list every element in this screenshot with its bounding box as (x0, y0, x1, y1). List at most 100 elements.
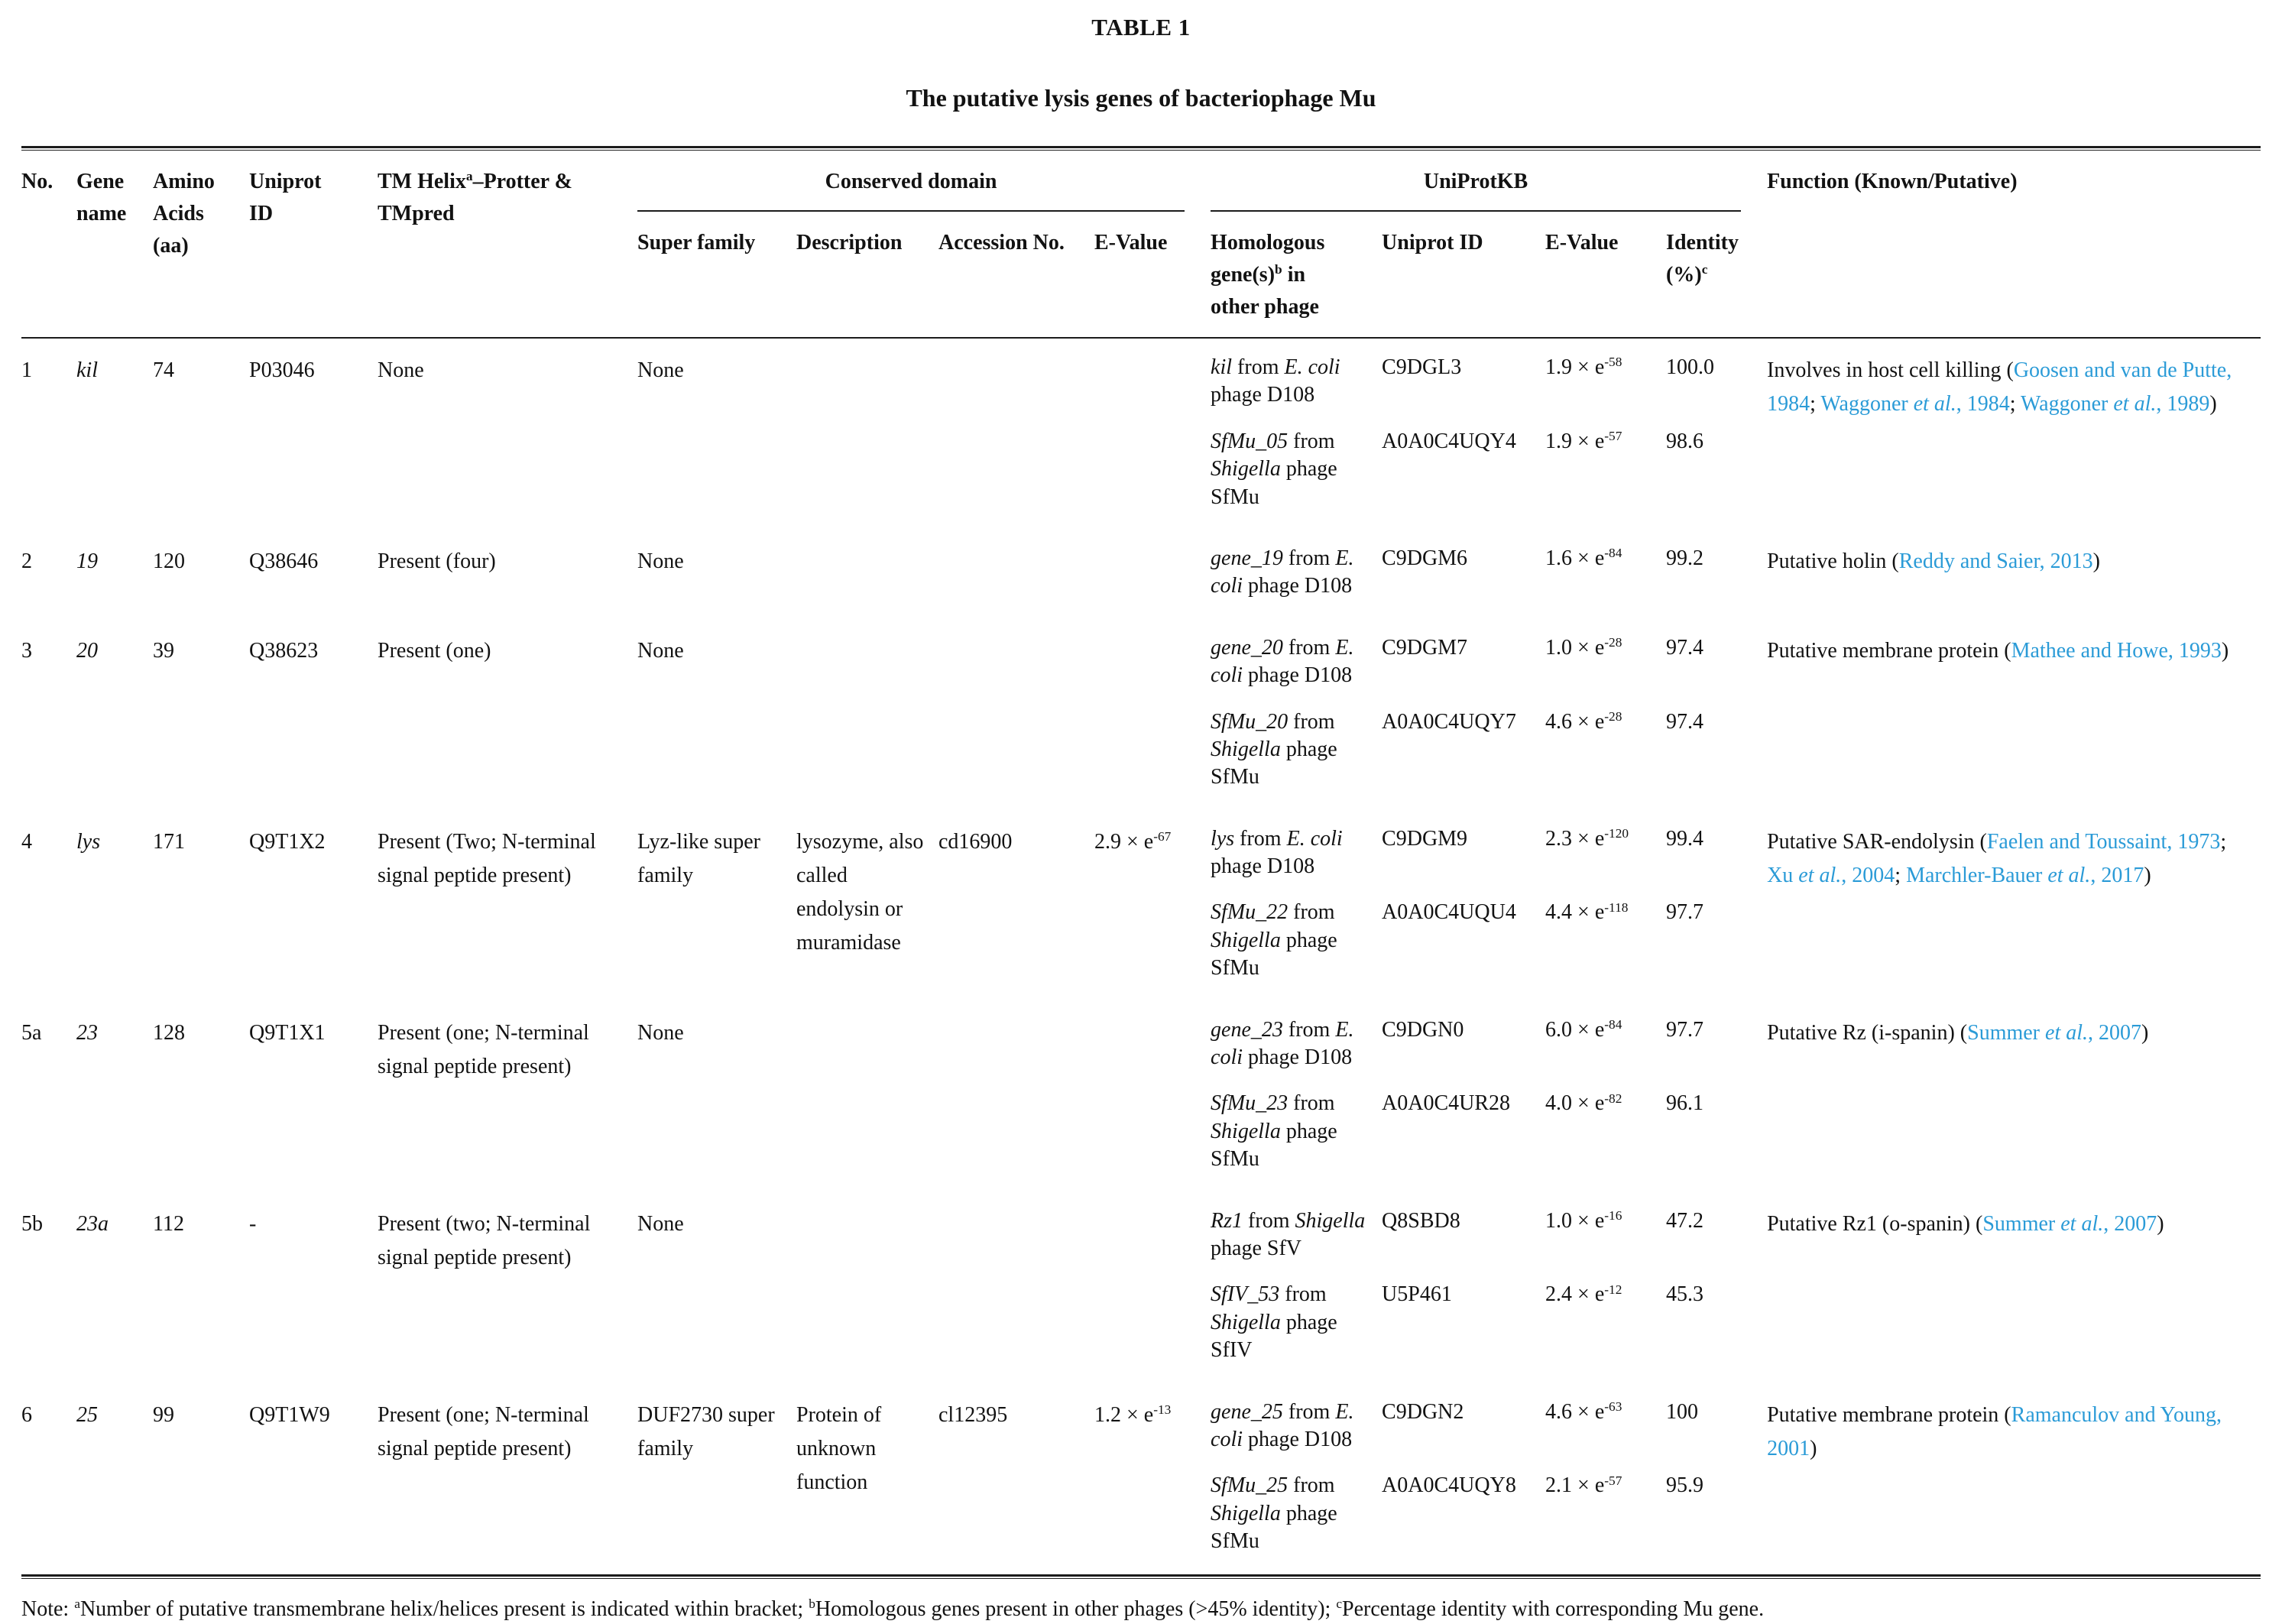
homolog-uniprot-id: C9DGM7 (1382, 635, 1468, 660)
cell-gene-name: 23a (76, 1211, 109, 1236)
cell-uniprot-id: Q38646 (249, 549, 319, 573)
citation-link[interactable]: Ramanculov and Young, 2001 (1767, 1402, 2222, 1460)
homolog-entry: gene_20 from E. coli phage D108 C9DGM7 1.0… (1211, 634, 1767, 690)
homolog-uniprot-id: Q8SBD8 (1382, 1208, 1460, 1233)
cell-gene-name: lys (76, 829, 101, 854)
citation-link[interactable]: et al. (2045, 1020, 2089, 1045)
cell-homologous-genes: gene_19 from E. coli phage D108 C9DGM6 1.6… (1211, 530, 1767, 619)
cell-no: 5a (21, 1020, 42, 1045)
col-header-function: Function (Known/Putative) (1767, 151, 2261, 339)
cell-function: Putative Rz1 (o-spanin) (Summer et al., … (1767, 1211, 2164, 1236)
citation-link[interactable]: et al. (2047, 863, 2091, 887)
homolog-entry: Rz1 from Shigella phage SfV Q8SBD8 1.0 × e… (1211, 1207, 1767, 1263)
cell-no: 1 (21, 358, 32, 382)
homolog-identity: 99.2 (1666, 546, 1704, 570)
homolog-gene: SfMu_25 from Shigella phage SfMu (1211, 1473, 1337, 1554)
cell-tm-helix: Present (four) (378, 549, 496, 573)
citation-link[interactable]: , 1989 (2156, 392, 2210, 417)
cell-e-value: 1.2 × e-13 (1094, 1402, 1172, 1427)
cell-accession-no (938, 619, 1094, 810)
cell-e-value (1094, 619, 1211, 810)
col-header-e-value: E-Value (1094, 212, 1211, 339)
cell-no: 5b (21, 1211, 43, 1236)
homolog-gene: SfMu_22 from Shigella phage SfMu (1211, 900, 1337, 981)
citation-link[interactable]: , 2004 (1841, 863, 1895, 887)
citation-link[interactable]: , 2007 (2103, 1211, 2157, 1236)
col-group-uniprotkb: UniProtKB (1211, 151, 1767, 212)
table-number-title: TABLE 1 (1091, 14, 1191, 41)
table-bottom-rule (21, 1574, 2261, 1579)
cell-e-value: 2.9 × e-67 (1094, 829, 1172, 854)
homolog-gene: SfMu_23 from Shigella phage SfMu (1211, 1091, 1337, 1172)
homolog-e-value: 2.3 × e-120 (1545, 826, 1629, 851)
homolog-entry: lys from E. coli phage D108 C9DGM9 2.3 × e… (1211, 825, 1767, 881)
cell-tm-helix: Present (Two; N-terminal signal peptide … (378, 829, 596, 887)
citation-link[interactable]: Reddy and Saier, 2013 (1898, 549, 2093, 573)
cell-accession-no (938, 1192, 1094, 1383)
cell-description (796, 1001, 938, 1192)
cell-description (796, 338, 938, 530)
citation-link[interactable]: et al. (1798, 863, 1842, 887)
citation-link[interactable]: Xu (1767, 863, 1799, 887)
homolog-uniprot-id: C9DGN0 (1382, 1017, 1464, 1042)
citation-link[interactable]: Waggoner (1820, 392, 1914, 417)
col-header-amino-acids: Amino Acids (aa) (153, 151, 249, 339)
cell-super-family: None (637, 358, 684, 382)
col-header-no: No. (21, 151, 76, 339)
cell-super-family: None (637, 1020, 684, 1045)
citation-link[interactable]: Summer (1982, 1211, 2061, 1236)
homolog-identity: 96.1 (1666, 1091, 1704, 1116)
cell-uniprot-id: - (249, 1211, 257, 1236)
table-caption: The putative lysis genes of bacteriophag… (906, 84, 1376, 112)
citation-link[interactable]: et al. (2113, 392, 2157, 417)
homolog-gene: gene_23 from E. coli phage D108 (1211, 1017, 1354, 1070)
homolog-gene: Rz1 from Shigella phage SfV (1211, 1208, 1366, 1260)
homolog-entry: gene_23 from E. coli phage D108 C9DGN0 6.0… (1211, 1016, 1767, 1072)
lysis-genes-table: No. Gene name Amino Acids (aa) Uniprot I… (21, 151, 2261, 1574)
cell-function: Putative SAR-endolysin (Faelen and Touss… (1767, 829, 2227, 887)
homolog-e-value: 1.9 × e-57 (1545, 429, 1622, 453)
homolog-uniprot-id: A0A0C4UQY8 (1382, 1473, 1516, 1498)
citation-link[interactable]: et al. (2060, 1211, 2104, 1236)
homolog-uniprot-id: C9DGN2 (1382, 1399, 1464, 1424)
citation-link[interactable]: Summer (1967, 1020, 2046, 1045)
cell-no: 4 (21, 829, 32, 854)
col-header-accession-no: Accession No. (938, 212, 1094, 339)
cell-function: Putative Rz (i-spanin) (Summer et al., 2… (1767, 1020, 2149, 1045)
citation-link[interactable]: Goosen and van de Putte, 1984 (1767, 358, 2232, 417)
col-header-uniprot-id-2: Uniprot ID (1382, 212, 1546, 339)
citation-link[interactable]: , 1984 (1956, 392, 2010, 417)
citation-link[interactable]: et al. (1913, 392, 1956, 417)
citation-link[interactable]: Waggoner (2021, 392, 2114, 417)
homolog-identity: 100.0 (1666, 355, 1715, 379)
homolog-entry: SfIV_53 from Shigella phage SfIV U5P461 2.… (1211, 1281, 1767, 1364)
homolog-identity: 97.4 (1666, 635, 1704, 660)
homolog-uniprot-id: C9DGL3 (1382, 355, 1462, 379)
homolog-identity: 97.7 (1666, 1017, 1704, 1042)
cell-gene-name: 19 (76, 549, 98, 573)
homolog-identity: 97.7 (1666, 900, 1704, 925)
homolog-e-value: 1.0 × e-16 (1545, 1208, 1622, 1233)
citation-link[interactable]: , 2007 (2088, 1020, 2142, 1045)
cell-super-family: None (637, 638, 684, 663)
homolog-identity: 47.2 (1666, 1208, 1704, 1233)
table-header: No. Gene name Amino Acids (aa) Uniprot I… (21, 151, 2261, 339)
cell-homologous-genes: lys from E. coli phage D108 C9DGM9 2.3 × e… (1211, 810, 1767, 1001)
cell-homologous-genes: gene_23 from E. coli phage D108 C9DGN0 6.0… (1211, 1001, 1767, 1192)
homolog-uniprot-id: A0A0C4UR28 (1382, 1091, 1511, 1116)
homolog-entry: gene_19 from E. coli phage D108 C9DGM6 1.6… (1211, 545, 1767, 601)
citation-link[interactable]: Faelen and Toussaint, 1973 (1986, 829, 2221, 854)
homolog-gene: kil from E. coli phage D108 (1211, 355, 1340, 407)
homolog-gene: SfMu_05 from Shigella phage SfMu (1211, 429, 1337, 509)
homolog-uniprot-id: A0A0C4UQY7 (1382, 709, 1516, 734)
table-row: 4 lys 171 Q9T1X2 Present (Two; N-terminal si… (21, 810, 2261, 1001)
cell-no: 6 (21, 1402, 32, 1427)
citation-link[interactable]: , 2017 (2090, 863, 2144, 887)
homolog-gene: SfIV_53 from Shigella phage SfIV (1211, 1282, 1337, 1363)
citation-link[interactable]: Mathee and Howe, 1993 (2011, 638, 2222, 663)
cell-function: Putative membrane protein (Mathee and Ho… (1767, 638, 2229, 663)
homolog-e-value: 4.6 × e-63 (1545, 1399, 1622, 1424)
citation-link[interactable]: Marchler-Bauer (1906, 863, 2048, 887)
cell-gene-name: 23 (76, 1020, 98, 1045)
